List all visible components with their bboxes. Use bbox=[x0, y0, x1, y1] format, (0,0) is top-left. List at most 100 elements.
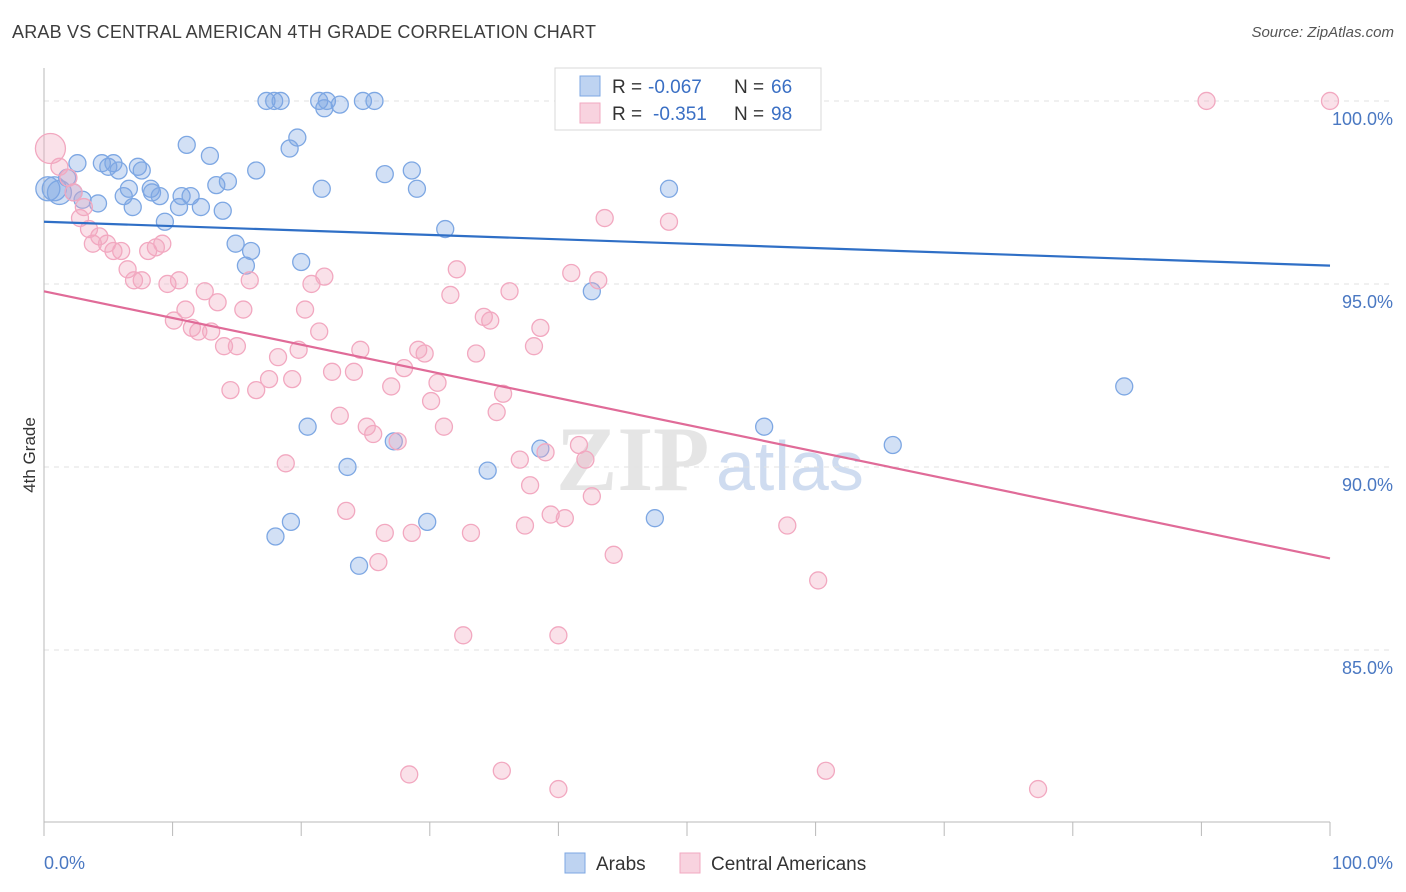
arabs-trend-line bbox=[43, 220, 1331, 267]
central-american-point bbox=[153, 234, 172, 253]
central-american-point bbox=[195, 282, 214, 301]
arab-point bbox=[312, 179, 331, 198]
arab-point bbox=[349, 556, 369, 575]
arab-point bbox=[338, 457, 357, 477]
central-american-point bbox=[809, 571, 828, 590]
y-axis-tick-labels: 85.0% 90.0% 95.0% 100.0% bbox=[1332, 109, 1393, 678]
central-american-point bbox=[330, 406, 349, 425]
central-american-point bbox=[268, 348, 288, 367]
arab-point bbox=[645, 509, 664, 528]
bottom-legend-swatch-central-americans bbox=[679, 852, 701, 874]
arab-point bbox=[88, 194, 108, 213]
arab-point bbox=[418, 512, 437, 532]
arab-point bbox=[191, 197, 211, 217]
central-american-point bbox=[466, 344, 486, 363]
central-american-point bbox=[487, 402, 506, 422]
central-american-point bbox=[816, 761, 836, 780]
arab-point bbox=[292, 252, 311, 272]
central-american-point bbox=[124, 271, 144, 290]
central-american-point bbox=[454, 626, 473, 645]
arab-point bbox=[582, 282, 601, 301]
legend-r-value-central: -0.351 bbox=[653, 104, 707, 125]
central-american-point bbox=[382, 377, 401, 396]
arab-point bbox=[241, 241, 261, 261]
central-american-point bbox=[500, 282, 519, 301]
central-american-point bbox=[64, 183, 83, 202]
central-american-point bbox=[247, 380, 266, 400]
central-american-point bbox=[357, 417, 376, 436]
central-american-point bbox=[1320, 91, 1340, 111]
central-american-point bbox=[276, 454, 295, 473]
central-americans-trend-line bbox=[43, 290, 1331, 560]
legend-swatch-arabs bbox=[579, 75, 601, 97]
arab-point bbox=[375, 164, 394, 184]
legend-r-label-central: R = bbox=[612, 104, 642, 125]
central-american-point bbox=[364, 424, 383, 444]
central-american-point bbox=[1197, 91, 1216, 111]
central-american-point bbox=[74, 197, 94, 217]
source-label: Source: ZipAtlas.com bbox=[1251, 24, 1394, 41]
arab-point bbox=[109, 161, 128, 180]
central-american-point bbox=[112, 241, 131, 261]
central-american-point bbox=[461, 523, 481, 542]
central-american-point bbox=[315, 267, 334, 286]
central-american-point bbox=[221, 380, 240, 400]
arabs-points bbox=[35, 91, 1134, 575]
central-american-point bbox=[510, 450, 529, 469]
arab-point bbox=[407, 179, 427, 198]
arab-point bbox=[384, 432, 403, 451]
central-american-point bbox=[447, 260, 466, 279]
central-american-point bbox=[259, 369, 279, 389]
arab-point bbox=[169, 197, 189, 217]
y-tick-label: 100.0% bbox=[1332, 109, 1393, 129]
central-american-point bbox=[388, 432, 407, 451]
bottom-legend-swatch-arabs bbox=[564, 852, 586, 874]
central-american-point bbox=[555, 509, 574, 528]
legend-r-value-arabs: -0.067 bbox=[648, 77, 702, 98]
central-american-point bbox=[400, 765, 419, 784]
arab-point bbox=[659, 179, 679, 198]
central-american-point bbox=[176, 300, 195, 319]
arab-point bbox=[281, 512, 301, 532]
central-american-point bbox=[79, 219, 99, 239]
arab-point bbox=[330, 95, 349, 114]
arab-point bbox=[132, 161, 151, 180]
arab-point bbox=[119, 179, 139, 198]
legend-n-value-arabs: 66 bbox=[771, 77, 792, 98]
central-american-point bbox=[344, 362, 364, 381]
arab-point bbox=[298, 417, 317, 436]
y-tick-label: 95.0% bbox=[1342, 292, 1393, 312]
central-american-point bbox=[283, 369, 302, 389]
arab-point bbox=[271, 91, 290, 111]
central-american-point bbox=[492, 761, 511, 780]
arab-point bbox=[123, 197, 142, 217]
central-american-point bbox=[562, 263, 581, 283]
central-american-point bbox=[351, 340, 370, 359]
stats-legend: R = -0.067 N = 66 R = -0.351 N = 98 bbox=[554, 67, 822, 131]
central-american-point bbox=[369, 552, 388, 572]
arab-point bbox=[150, 186, 169, 206]
arab-point bbox=[200, 146, 220, 165]
y-tick-label: 85.0% bbox=[1342, 658, 1393, 678]
arab-point bbox=[218, 172, 238, 191]
central-american-point bbox=[515, 516, 535, 535]
central-american-point bbox=[536, 443, 555, 462]
arab-point bbox=[177, 135, 196, 155]
y-tick-label: 90.0% bbox=[1342, 475, 1393, 495]
central-american-point bbox=[576, 450, 595, 469]
central-american-point bbox=[240, 271, 259, 290]
central-american-point bbox=[34, 132, 67, 165]
central-american-point bbox=[659, 212, 679, 231]
arab-point bbox=[257, 91, 276, 111]
central-american-point bbox=[310, 322, 329, 341]
central-american-point bbox=[778, 516, 797, 535]
legend-n-label-arabs: N = bbox=[734, 77, 764, 98]
arab-point bbox=[68, 154, 87, 173]
x-tick-label-min: 0.0% bbox=[44, 853, 85, 873]
x-tick-label-max: 100.0% bbox=[1332, 853, 1393, 873]
arab-point bbox=[266, 527, 285, 546]
arab-point bbox=[755, 417, 774, 436]
central-american-point bbox=[531, 318, 550, 338]
arab-point bbox=[883, 435, 902, 455]
